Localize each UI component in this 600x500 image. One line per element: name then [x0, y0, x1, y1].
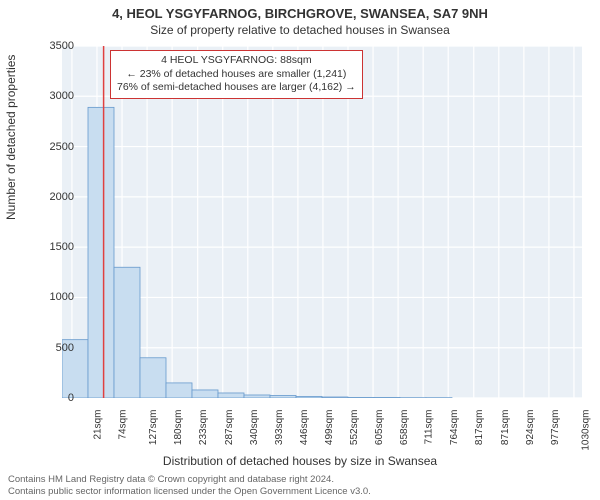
- x-tick-label: 21sqm: [92, 410, 103, 440]
- x-tick-label: 1030sqm: [581, 410, 592, 451]
- x-tick-label: 340sqm: [249, 410, 260, 446]
- page-title: 4, HEOL YSGYFARNOG, BIRCHGROVE, SWANSEA,…: [0, 0, 600, 21]
- y-axis-label: Number of detached properties: [4, 55, 18, 220]
- x-tick-label: 499sqm: [324, 410, 335, 446]
- x-tick-label: 127sqm: [148, 410, 159, 446]
- annotation-line1: 4 HEOL YSGYFARNOG: 88sqm: [117, 54, 356, 68]
- x-tick-label: 605sqm: [374, 410, 385, 446]
- annotation-line3: 76% of semi-detached houses are larger (…: [117, 81, 356, 95]
- x-tick-label: 871sqm: [500, 410, 511, 446]
- y-tick-label: 3500: [32, 40, 74, 52]
- annotation-box: 4 HEOL YSGYFARNOG: 88sqm ← 23% of detach…: [110, 50, 363, 99]
- x-tick-label: 446sqm: [299, 410, 310, 446]
- x-tick-label: 74sqm: [117, 410, 128, 440]
- footer: Contains HM Land Registry data © Crown c…: [8, 474, 371, 498]
- x-tick-label: 658sqm: [399, 410, 410, 446]
- x-tick-label: 764sqm: [449, 410, 460, 446]
- annotation-line2: ← 23% of detached houses are smaller (1,…: [117, 68, 356, 82]
- x-tick-label: 711sqm: [423, 410, 434, 445]
- x-tick-label: 287sqm: [224, 410, 235, 446]
- y-tick-label: 2500: [32, 141, 74, 153]
- x-tick-label: 977sqm: [550, 410, 561, 446]
- x-tick-label: 817sqm: [474, 410, 485, 446]
- y-tick-label: 1000: [32, 291, 74, 303]
- y-tick-label: 500: [32, 342, 74, 354]
- x-axis-label: Distribution of detached houses by size …: [0, 454, 600, 468]
- x-tick-label: 393sqm: [274, 410, 285, 446]
- page-subtitle: Size of property relative to detached ho…: [0, 23, 600, 37]
- footer-line2: Contains public sector information licen…: [8, 486, 371, 498]
- y-tick-label: 1500: [32, 241, 74, 253]
- x-tick-label: 552sqm: [349, 410, 360, 446]
- x-tick-label: 233sqm: [198, 410, 209, 446]
- y-tick-label: 0: [32, 392, 74, 404]
- x-tick-label: 924sqm: [525, 410, 536, 446]
- x-tick-label: 180sqm: [173, 410, 184, 446]
- y-tick-label: 3000: [32, 90, 74, 102]
- y-tick-label: 2000: [32, 191, 74, 203]
- footer-line1: Contains HM Land Registry data © Crown c…: [8, 474, 371, 486]
